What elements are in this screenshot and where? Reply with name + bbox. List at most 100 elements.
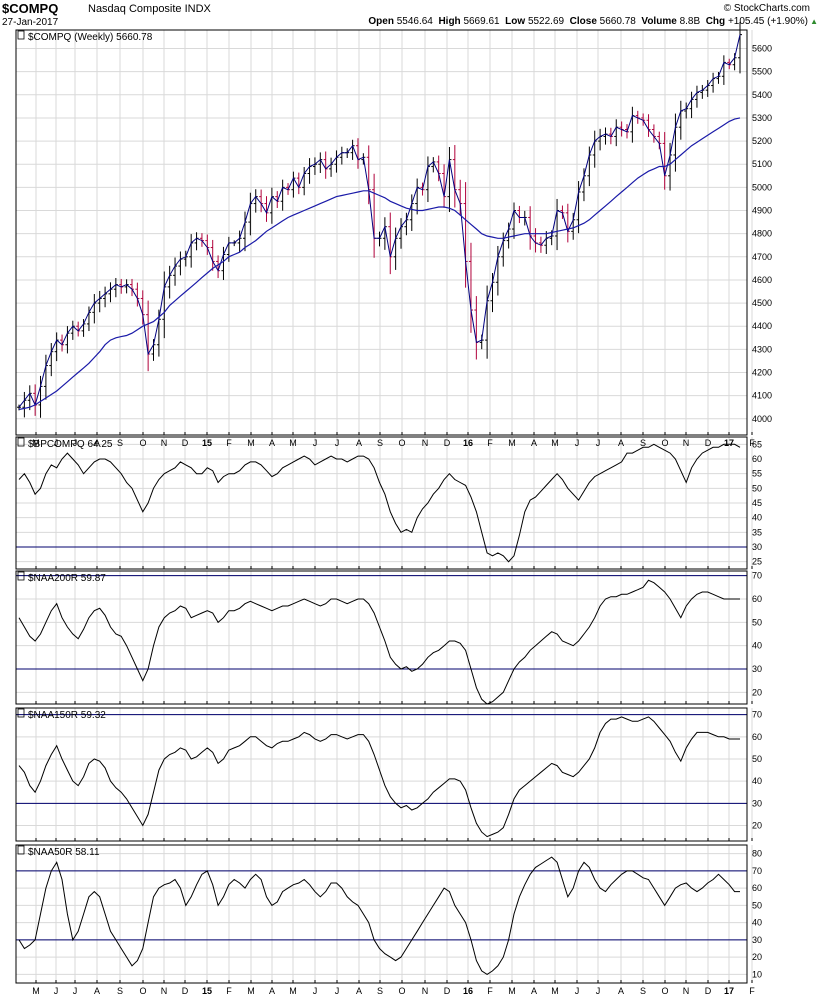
panel-label: $NAA200R 59.87 [28,573,106,584]
x-tick-label: J [335,438,340,448]
y-tick-label: 50 [752,900,762,910]
y-tick-label: 60 [752,454,762,464]
y-tick-label: 30 [752,542,762,552]
x-tick-label: J [54,986,59,996]
x-tick-label: M [32,438,40,448]
x-tick-label: N [422,986,429,996]
x-tick-label: M [247,438,255,448]
x-tick-label: S [117,438,123,448]
panel-frame [15,844,748,984]
x-tick-label: F [226,986,232,996]
y-tick-label: 50 [752,754,762,764]
y-tick-label: 60 [752,594,762,604]
copyright-notice: © StockCharts.com [723,3,810,14]
x-tick-label: A [531,438,537,448]
x-tick-label: 16 [463,438,473,448]
x-tick-label: F [226,438,232,448]
panel-frame [15,436,748,570]
y-tick-label: 70 [752,866,762,876]
x-tick-label: D [444,986,451,996]
open-label: Open [368,16,394,27]
x-tick-label: S [377,438,383,448]
x-tick-label: A [356,438,362,448]
y-tick-label: 40 [752,918,762,928]
x-tick-label: O [661,986,668,996]
y-tick-label: 5500 [752,67,772,77]
x-tick-label: F [749,986,755,996]
x-tick-label: J [596,438,601,448]
bottom-x-axis-labels: M J J A S O N D 15 F M A M J J A S O N D 16 F M A M J J A S O N D 17 F [32,986,755,996]
symbol-title: $COMPQ [2,1,59,16]
high-value: 5669.61 [463,16,500,27]
panel-2: 25 30 35 40 45 50 55 60 65 $BPCOMPQ 64.25 [15,436,762,570]
x-tick-label: M [508,986,516,996]
y-tick-label: 50 [752,617,762,627]
panel-background [16,571,747,704]
x-tick-label: M [289,986,297,996]
panel-label-icon [17,571,25,581]
x-tick-label: J [335,986,340,996]
change-value: +105.45 (+1.90%) [727,16,808,27]
panel-1: 4000 4100 4200 4300 4400 4500 4600 4700 4800 4900… [15,21,772,436]
panel-label-icon [17,845,25,855]
x-tick-label: A [531,986,537,996]
y-tick-label: 5400 [752,90,772,100]
y-tick-label: 70 [752,710,762,720]
y-tick-label: 4100 [752,391,772,401]
x-tick-label: O [398,438,405,448]
volume-label: Volume [641,16,677,27]
x-tick-label: A [94,986,100,996]
y-tick-label: 4700 [752,252,772,262]
x-tick-label: S [377,986,383,996]
x-tick-label: J [54,438,59,448]
x-tick-label: 17 [724,438,734,448]
panel-frame [15,707,748,842]
volume-value: 8.8B [679,16,701,27]
x-tick-label: D [705,438,712,448]
y-tick-label: 40 [752,641,762,651]
y-tick-label: 80 [752,849,762,859]
x-tick-label: O [139,438,146,448]
x-tick-label: F [487,986,493,996]
y-tick-label: 4500 [752,298,772,308]
moving-average-line [18,117,741,411]
close-line [18,34,741,408]
up-triangle-icon: ▲ [810,17,818,26]
x-tick-label: A [94,438,100,448]
y-tick-label: 20 [752,687,762,697]
y-tick-label: 5300 [752,113,772,123]
x-tick-label: J [575,438,580,448]
change-label: Chg [705,16,726,27]
indicator-line [18,856,740,975]
y-tick-label: 40 [752,513,762,523]
x-tick-label: M [32,986,40,996]
x-tick-label: 15 [202,986,212,996]
x-tick-label: J [73,986,78,996]
x-tick-label: A [618,986,624,996]
panel-label-icon [17,437,25,447]
x-tick-label: O [139,986,146,996]
panel-frame [15,29,748,436]
y-tick-label: 30 [752,935,762,945]
panel-background [16,30,747,435]
y-tick-label: 55 [752,469,762,479]
y-tick-label: 10 [752,969,762,979]
x-tick-label: M [508,438,516,448]
x-tick-label: A [618,438,624,448]
y-tick-label: 45 [752,498,762,508]
y-tick-label: 65 [752,439,762,449]
y-tick-label: 4200 [752,368,772,378]
panel-5: 10 20 30 40 50 60 70 80 $NAA50R 58.11 [15,844,762,984]
indicator-line [18,716,740,838]
y-tick-label: 4400 [752,321,772,331]
x-tick-label: M [551,438,559,448]
low-value: 5522.69 [527,16,565,27]
x-tick-label: S [117,986,123,996]
x-tick-label: M [551,986,559,996]
x-tick-label: D [182,438,189,448]
y-tick-label: 5200 [752,136,772,146]
x-tick-label: F [487,438,493,448]
x-tick-label: F [749,438,755,448]
x-tick-label: A [269,438,275,448]
x-tick-label: 16 [463,986,473,996]
